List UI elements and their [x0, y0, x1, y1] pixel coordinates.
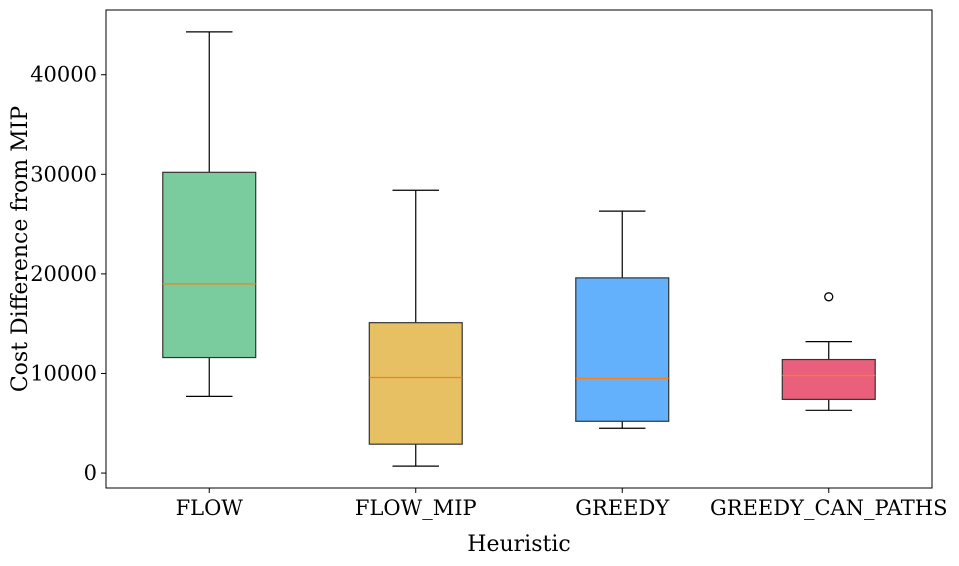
box-series — [162, 31, 876, 467]
outlier-point — [824, 292, 834, 302]
box-group-greedy — [575, 210, 670, 429]
y-tick-label: 20000 — [30, 262, 97, 286]
x-tick-label: GREEDY_CAN_PATHS — [710, 496, 947, 520]
x-axis-ticks: FLOW FLOW_MIP GREEDY GREEDY_CAN_PATHS — [176, 488, 947, 520]
y-tick-label: 0 — [84, 461, 97, 485]
y-axis-ticks: 0 10000 20000 30000 40000 — [30, 63, 106, 485]
x-tick-label: FLOW — [176, 496, 244, 520]
y-tick-label: 40000 — [30, 63, 97, 87]
box-group-flow — [162, 31, 257, 397]
box — [575, 277, 670, 422]
box — [162, 171, 257, 359]
x-axis-label: Heuristic — [467, 532, 570, 557]
box — [368, 322, 463, 445]
x-tick-label: FLOW_MIP — [355, 496, 477, 520]
y-tick-label: 30000 — [30, 162, 97, 186]
box-group-greedy-can-paths — [781, 292, 876, 411]
box-group-flow-mip — [368, 189, 463, 467]
x-tick-label: GREEDY — [575, 496, 670, 520]
plot-frame — [105, 9, 933, 489]
y-axis-label: Cost Difference from MIP — [8, 106, 33, 393]
box — [781, 358, 876, 400]
y-tick-label: 10000 — [30, 361, 97, 385]
